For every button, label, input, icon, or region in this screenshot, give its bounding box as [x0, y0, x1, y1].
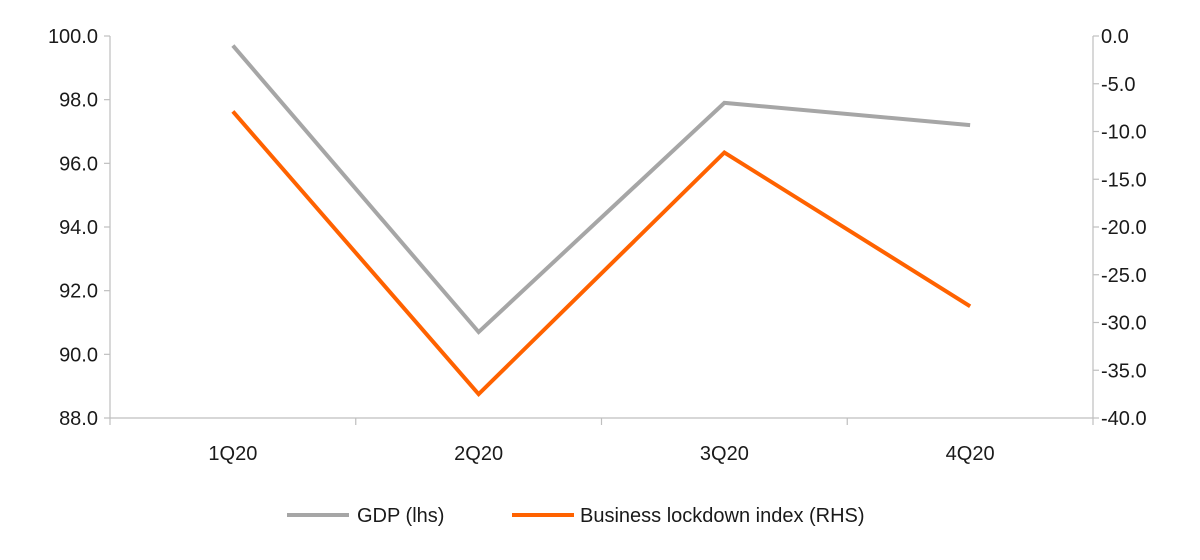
right-tick-label: -20.0: [1101, 217, 1147, 239]
legend-label: Business lockdown index (RHS): [580, 505, 865, 527]
left-tick-label: 90.0: [59, 344, 98, 366]
x-tick-label: 3Q20: [700, 443, 749, 465]
lockdown-index-series-line: [231, 110, 972, 398]
left-tick-label: 98.0: [59, 90, 98, 112]
left-tick-label: 94.0: [59, 217, 98, 239]
right-tick-label: -40.0: [1101, 408, 1147, 430]
left-tick-label: 100.0: [48, 26, 98, 48]
left-tick-label: 88.0: [59, 408, 98, 430]
legend: GDP (lhs) Business lockdown index (RHS): [287, 505, 865, 527]
right-tick-label: -25.0: [1101, 265, 1147, 287]
x-tick-label: 4Q20: [946, 443, 995, 465]
left-tick-label: 96.0: [59, 153, 98, 175]
axes: [109, 36, 1094, 425]
right-tick-label: -30.0: [1101, 313, 1147, 335]
left-tick-label: 92.0: [59, 281, 98, 303]
right-tick-label: 0.0: [1101, 26, 1129, 48]
series-lines: [231, 44, 972, 398]
right-tick-label: -5.0: [1101, 74, 1135, 96]
right-tick-label: -10.0: [1101, 122, 1147, 144]
x-tick-label: 1Q20: [208, 443, 257, 465]
right-tick-label: -35.0: [1101, 360, 1147, 382]
right-tick-label: -15.0: [1101, 169, 1147, 191]
x-axis-ticks: 1Q20 2Q20 3Q20 4Q20: [208, 443, 994, 465]
gdp-series-line: [231, 44, 971, 335]
x-tick-label: 2Q20: [454, 443, 503, 465]
legend-label: GDP (lhs): [357, 505, 444, 527]
left-y-axis-ticks: 100.0 98.0 96.0 94.0 92.0 90.0 88.0: [48, 26, 110, 430]
right-y-axis-ticks: 0.0 -5.0 -10.0 -15.0 -20.0 -25.0 -30.0 -35.0 -40…: [1093, 26, 1147, 430]
